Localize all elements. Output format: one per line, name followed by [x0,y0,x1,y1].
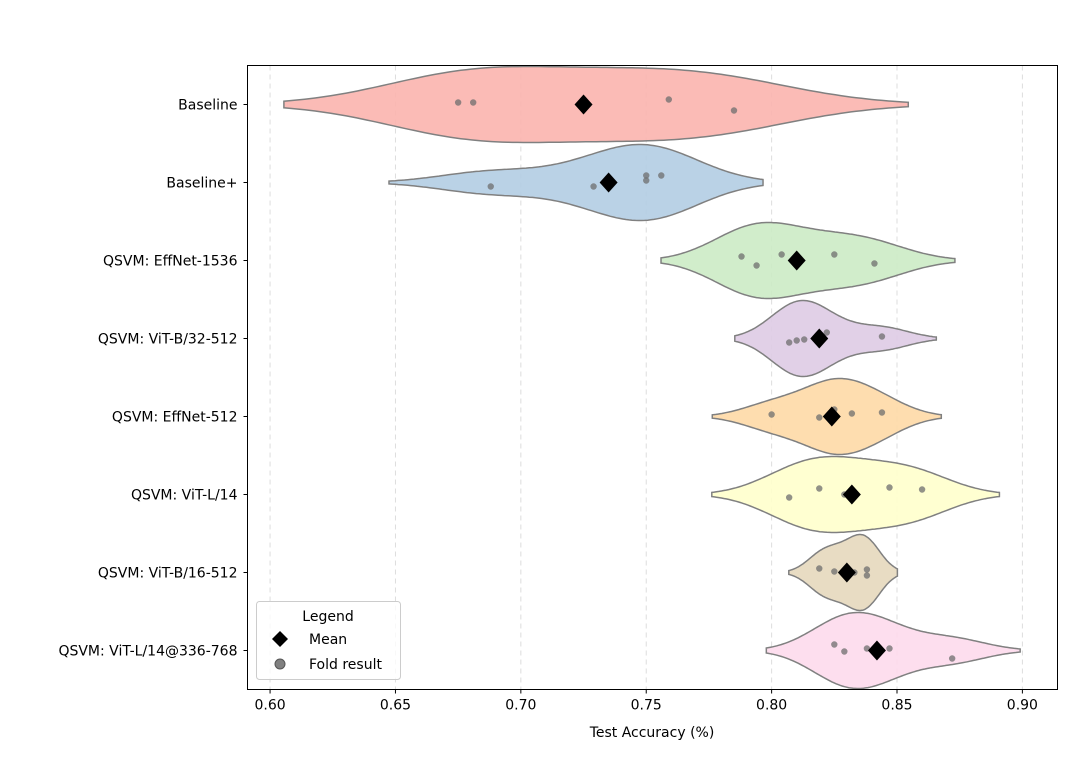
fold-point [863,572,871,579]
plot-frame [247,65,1058,690]
fold-point [738,253,745,260]
violin-2 [660,221,956,300]
mean-marker [842,484,861,505]
fold-point [785,339,793,346]
fold-point [658,172,665,179]
legend-fold-label: Fold result [309,657,382,673]
fold-point [878,409,886,416]
fold-point [886,645,893,652]
fold-point [816,414,823,421]
fold-point [918,486,926,493]
fold-point [793,337,800,344]
fold-point [823,329,830,336]
x-tick-label: 0.80 [756,698,787,714]
y-tick-label: QSVM: ViT-L/14 [131,488,238,504]
fold-point [643,177,650,184]
fold-point [778,251,785,258]
fold-point [863,566,871,573]
fold-point [487,183,494,190]
legend-fold-circle-icon [274,658,286,670]
mean-marker [837,562,856,583]
fold-point [816,565,823,572]
y-tick-label: Baseline [178,98,237,114]
fold-point [469,99,477,106]
y-axis: Baseline Baseline+ QSVM: EffNet-1536 QSVM: … [58,98,248,660]
mean-marker [574,94,593,115]
x-axis-label: Test Accuracy (%) [589,725,715,741]
fold-point [831,251,838,258]
y-tick-label: QSVM: ViT-L/14@336-768 [58,644,237,660]
y-tick-label: QSVM: ViT-B/32-512 [98,332,238,348]
violins [283,65,1021,690]
mean-marker [822,406,841,427]
mean-marker [810,328,829,349]
fold-point [886,484,893,491]
legend-mean-diamond-icon [272,631,288,647]
fold-point [730,107,738,114]
fold-point [665,96,673,103]
fold-point [831,641,838,648]
mean-marker [867,640,886,661]
fold-point [848,410,856,417]
x-tick-label: 0.90 [1007,698,1038,714]
legend-title: Legend [302,609,353,625]
violin-0 [283,65,910,144]
fold-point [643,172,650,179]
legend-mean-label: Mean [309,632,347,648]
x-tick-label: 0.75 [631,698,662,714]
y-tick-label: QSVM: ViT-B/16-512 [98,566,238,582]
fold-point [785,494,793,501]
y-tick-label: Baseline+ [166,176,237,192]
x-tick-label: 0.70 [505,698,536,714]
fold-point [871,260,878,267]
fold-point [831,568,838,575]
legend: Legend Mean Fold result [256,601,401,680]
y-tick-label: QSVM: EffNet-1536 [103,254,238,270]
fold-point [454,99,462,106]
y-tick-label: QSVM: EffNet-512 [112,410,238,426]
fold-point [948,655,956,662]
fold-point [768,411,775,418]
violin-7 [765,611,1021,690]
fold-point [753,262,760,269]
fold-point [590,183,597,190]
x-axis: 0.60 0.65 0.70 0.75 0.80 0.85 0.90 [254,689,1038,714]
x-tick-label: 0.85 [881,698,912,714]
fold-point [801,336,808,343]
fold-point [878,333,886,340]
mean-marker [599,172,618,193]
violin-3 [734,299,938,378]
mean-marker [787,250,806,271]
fold-point [841,648,848,655]
violin-1 [388,143,764,222]
x-tick-label: 0.60 [254,698,285,714]
x-tick-label: 0.65 [380,698,411,714]
fold-point [816,485,823,492]
